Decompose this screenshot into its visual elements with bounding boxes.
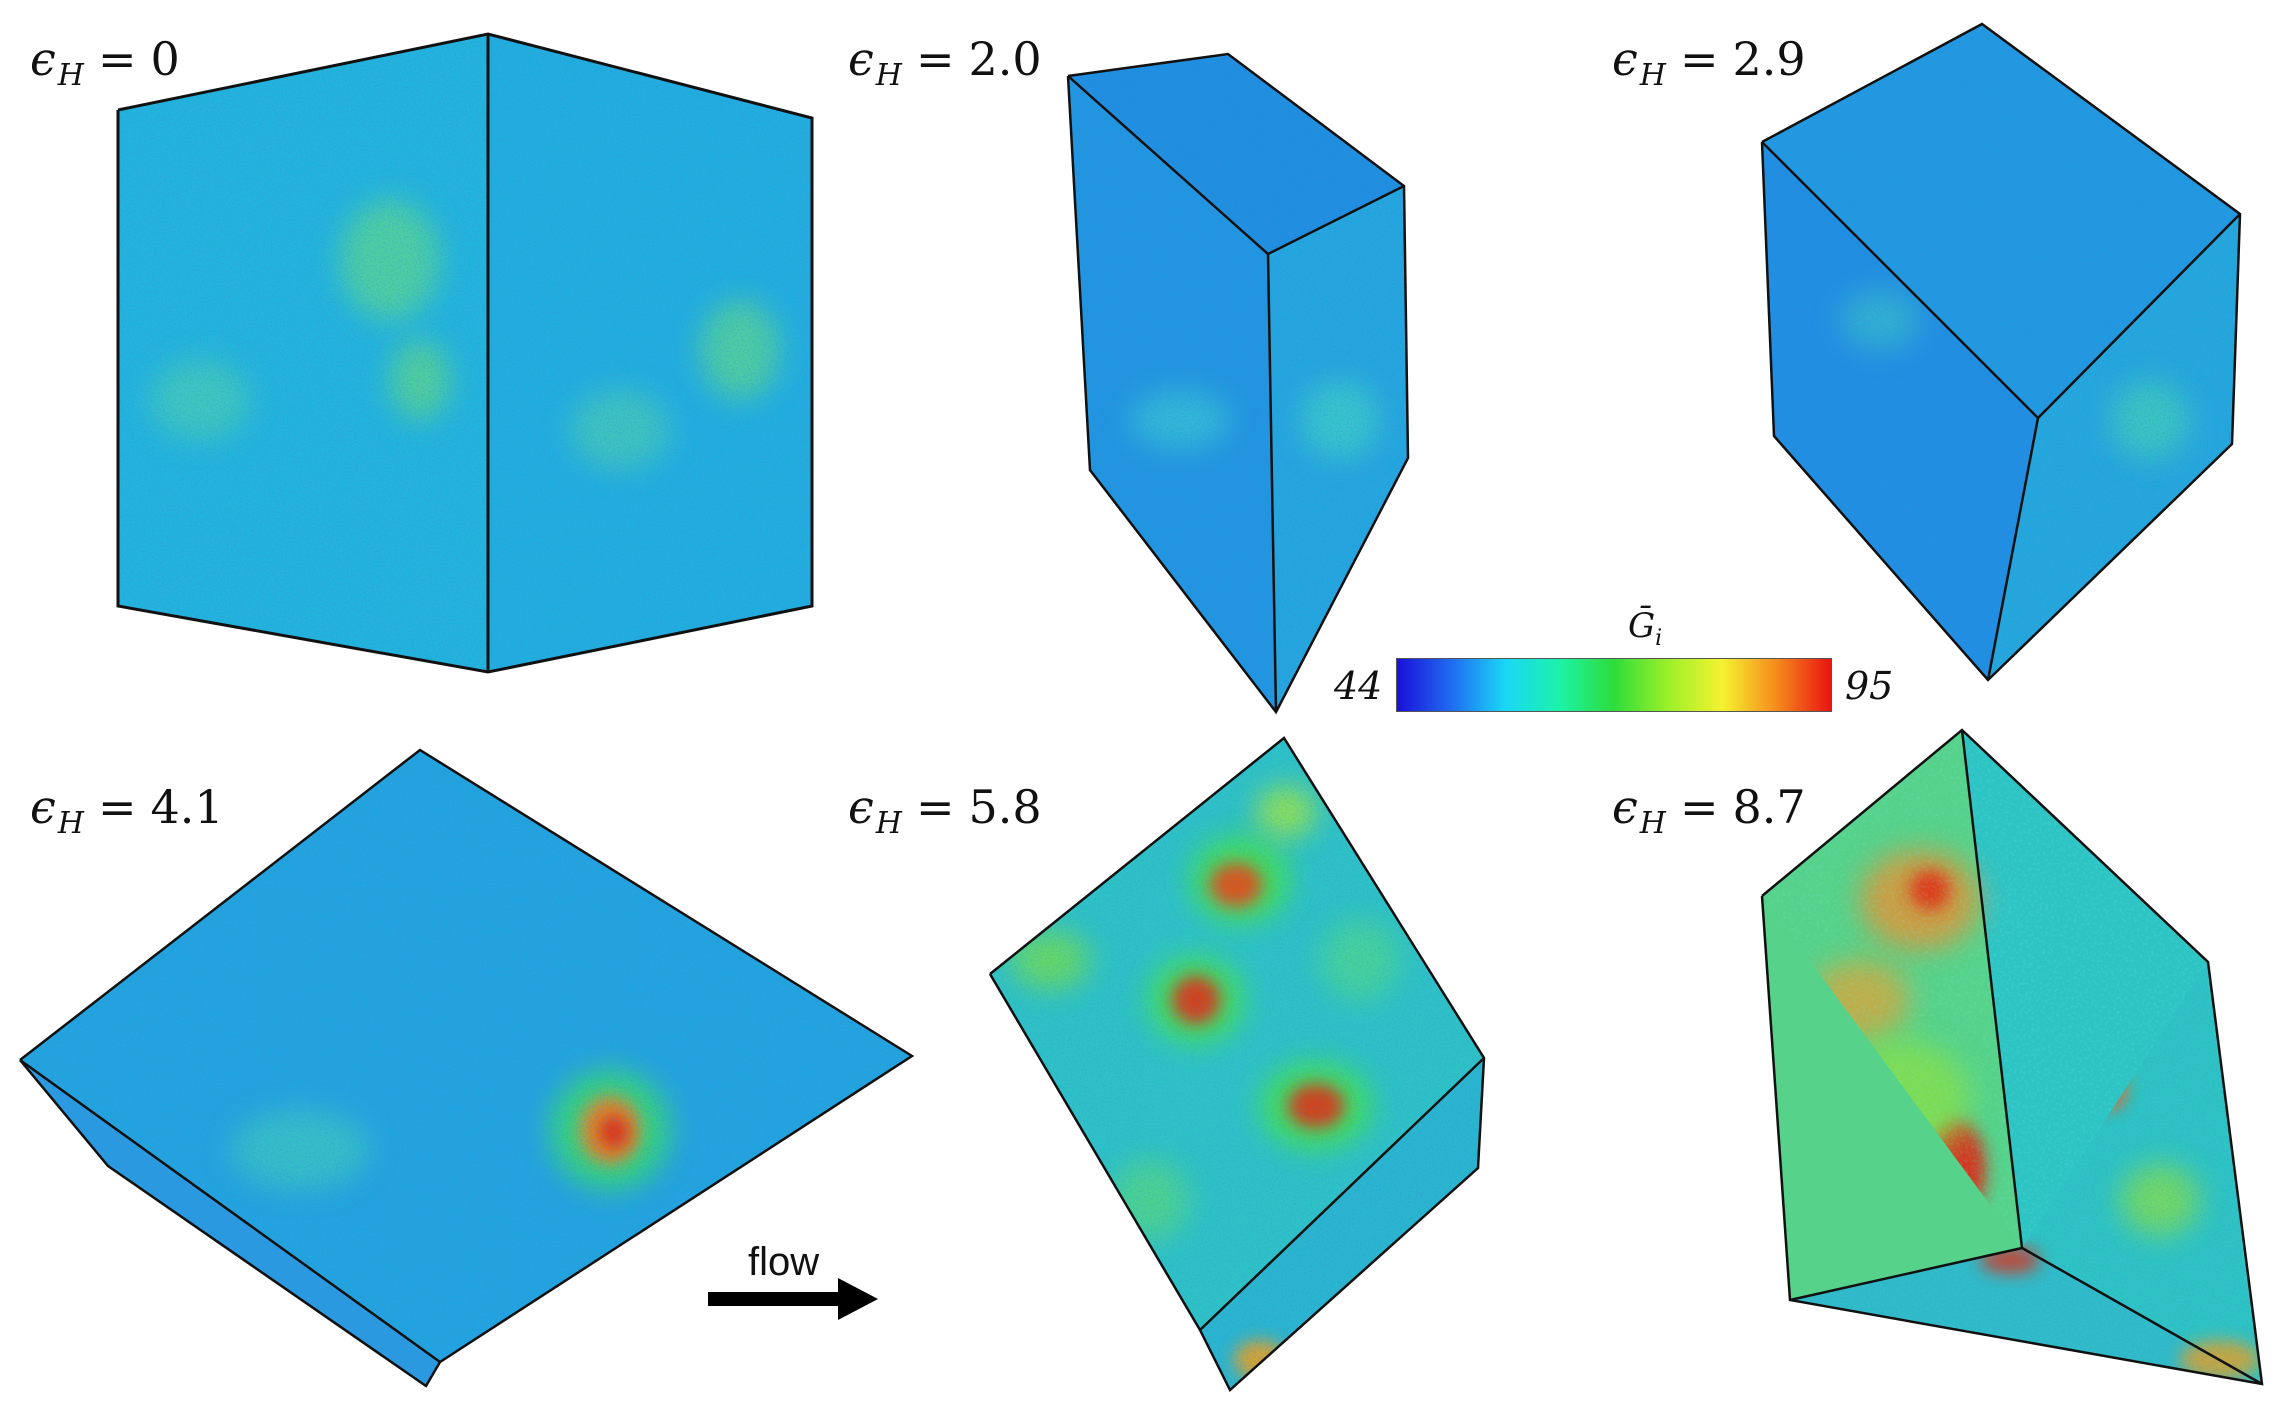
- label-subscript: H: [57, 58, 84, 93]
- label-value: 2.9: [1732, 32, 1806, 86]
- colorbar-max-label: 95: [1845, 664, 1894, 708]
- panel-label-6: ϵH = 8.7: [1612, 780, 1806, 841]
- label-equals: =: [915, 32, 955, 86]
- label-symbol: ϵ: [848, 780, 874, 834]
- cube-panel-2: [1066, 52, 1410, 715]
- label-equals: =: [97, 780, 137, 834]
- label-symbol: ϵ: [30, 32, 56, 86]
- label-value: 0: [150, 32, 180, 86]
- cube-panel-6: [1760, 728, 2264, 1386]
- panel-label-1: ϵH = 0: [30, 32, 180, 93]
- flow-label: flow: [748, 1240, 820, 1284]
- cube-panel-3: [1760, 22, 2242, 682]
- cube-panel-1: [116, 32, 814, 674]
- label-symbol: ϵ: [30, 780, 56, 834]
- label-equals: =: [915, 780, 955, 834]
- label-subscript: H: [1639, 806, 1666, 841]
- panel-label-5: ϵH = 5.8: [848, 780, 1042, 841]
- colorbar-title-subscript: i: [1655, 626, 1663, 651]
- label-symbol: ϵ: [1612, 32, 1638, 86]
- panel-label-3: ϵH = 2.9: [1612, 32, 1806, 93]
- label-subscript: H: [875, 806, 902, 841]
- colorbar-min-label: 44: [1334, 664, 1383, 708]
- cube-panel-5: [988, 736, 1486, 1393]
- label-value: 5.8: [968, 780, 1042, 834]
- label-subscript: H: [1639, 58, 1666, 93]
- colorbar-title: Ḡi: [1628, 606, 1662, 651]
- label-value: 8.7: [1732, 780, 1806, 834]
- panel-label-4: ϵH = 4.1: [30, 780, 224, 841]
- colorbar: [1396, 658, 1832, 712]
- panel-label-2: ϵH = 2.0: [848, 32, 1042, 93]
- label-subscript: H: [57, 806, 84, 841]
- label-symbol: ϵ: [1612, 780, 1638, 834]
- label-value: 2.0: [968, 32, 1042, 86]
- label-value: 4.1: [150, 780, 224, 834]
- colorbar-title-symbol: Ḡ: [1628, 606, 1656, 646]
- label-equals: =: [97, 32, 137, 86]
- flow-arrow-icon: [708, 1278, 878, 1320]
- label-subscript: H: [875, 58, 902, 93]
- label-equals: =: [1679, 32, 1719, 86]
- label-equals: =: [1679, 780, 1719, 834]
- label-symbol: ϵ: [848, 32, 874, 86]
